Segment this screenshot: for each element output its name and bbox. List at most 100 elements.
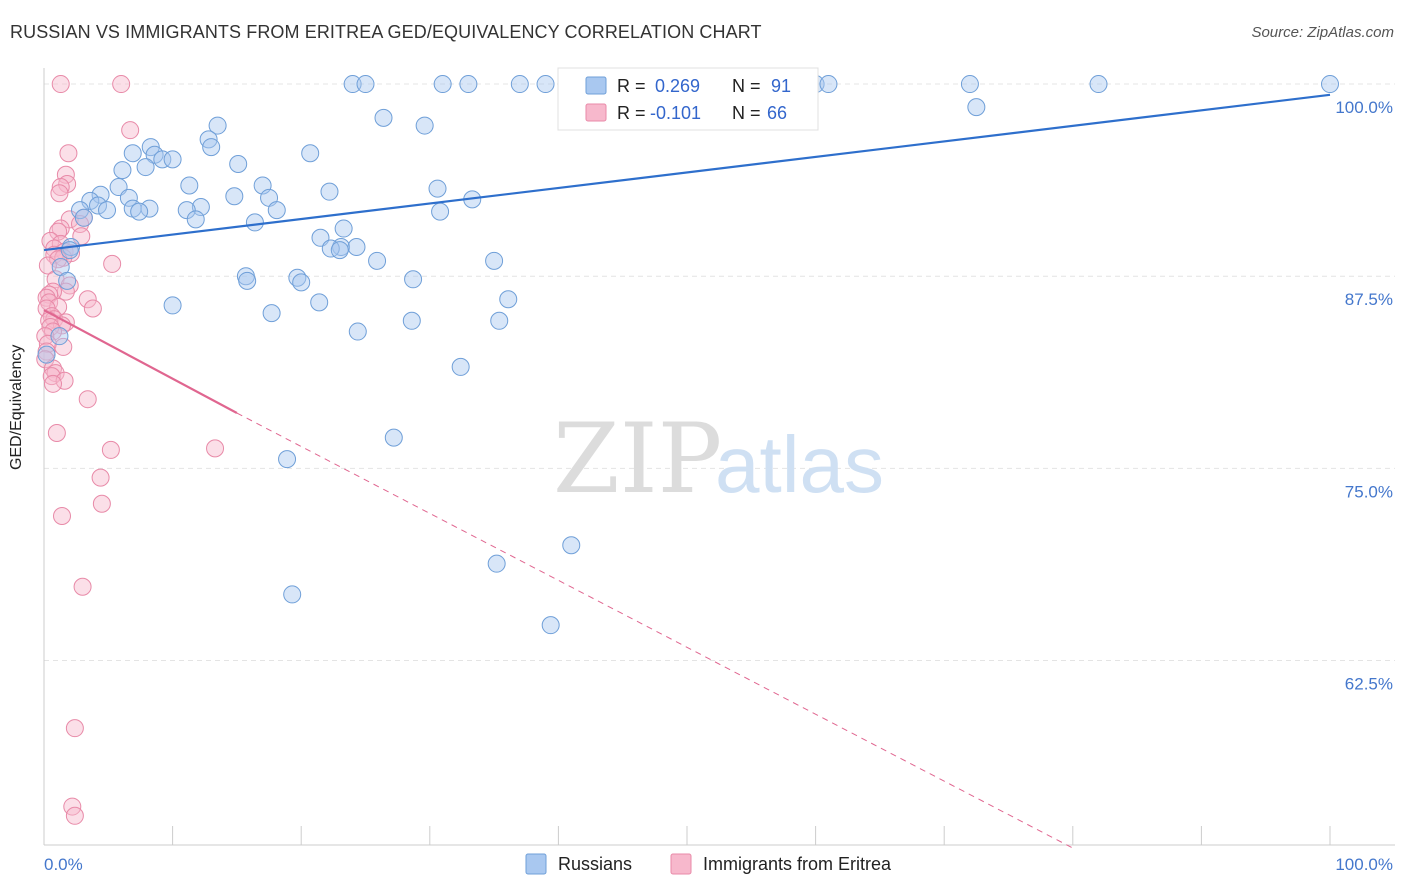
russians-trend-line <box>43 93 1331 252</box>
russians-point-26 <box>163 150 182 169</box>
eritrea-n-label: N = <box>732 103 761 123</box>
y-tick-label-0: 62.5% <box>1345 675 1393 694</box>
eritrea-point-3 <box>59 144 78 163</box>
russians-point-84 <box>487 554 506 573</box>
eritrea-point-11 <box>51 219 70 238</box>
russians-point-2 <box>433 75 452 94</box>
russians-point-3 <box>459 75 478 94</box>
russians-point-78 <box>50 327 69 346</box>
russians-r-value: 0.269 <box>655 76 700 96</box>
russians-point-68 <box>238 271 257 290</box>
eritrea-point-23 <box>38 256 57 275</box>
source-label: Source: ZipAtlas.com <box>1251 24 1394 41</box>
russians-point-69 <box>292 273 311 292</box>
eritrea-swatch <box>585 103 607 122</box>
eritrea-point-7 <box>50 184 69 203</box>
eritrea-point-57 <box>92 494 111 513</box>
russians-point-86 <box>541 616 560 635</box>
russians-point-18 <box>208 116 227 135</box>
russians-point-13 <box>1089 75 1108 94</box>
russians-point-31 <box>180 176 199 195</box>
russians-point-17 <box>415 116 434 135</box>
russians-point-76 <box>490 311 509 330</box>
russians-point-33 <box>428 179 447 198</box>
russians-point-73 <box>163 296 182 315</box>
eritrea-point-62 <box>65 806 84 825</box>
eritrea-point-56 <box>91 468 110 487</box>
russians-point-58 <box>321 239 340 258</box>
russians-point-79 <box>37 345 56 364</box>
russians-point-0 <box>343 75 362 94</box>
eritrea-point-60 <box>65 719 84 738</box>
eritrea-point-22 <box>103 254 122 273</box>
x-tick-label-1: 100.0% <box>1335 855 1393 874</box>
russians-point-49 <box>431 202 450 221</box>
eritrea-point-58 <box>53 507 72 526</box>
eritrea-point-55 <box>206 439 225 458</box>
russians-point-47 <box>177 201 196 220</box>
russians-point-41 <box>89 196 108 215</box>
y-tick-label-3: 100.0% <box>1335 98 1393 117</box>
russians-point-16 <box>374 108 393 127</box>
watermark: ZIP atlas <box>553 403 884 515</box>
eritrea-point-51 <box>44 374 63 393</box>
axes <box>43 68 1395 846</box>
russians-point-36 <box>119 188 138 207</box>
eritrea-trend-line <box>43 309 238 415</box>
russians-point-82 <box>278 450 297 469</box>
watermark-atlas: atlas <box>715 420 884 509</box>
eritrea-trend-extension <box>236 412 1074 849</box>
eritrea-point-34 <box>83 299 102 318</box>
eritrea-n-value: 66 <box>767 103 787 123</box>
russians-point-21 <box>202 138 221 157</box>
russians-point-75 <box>402 311 421 330</box>
russians-point-28 <box>136 158 155 177</box>
russians-point-60 <box>60 241 79 260</box>
russians-point-5 <box>536 75 555 94</box>
eritrea-point-2 <box>121 121 140 140</box>
russians-point-52 <box>186 210 205 229</box>
russians-point-11 <box>819 75 838 94</box>
russians-point-1 <box>356 75 375 94</box>
eritrea-point-54 <box>101 440 120 459</box>
russians-point-85 <box>283 585 302 604</box>
russians-point-70 <box>58 271 77 290</box>
tick-labels: 62.5% 75.0% 87.5% 100.0% 0.0% 100.0% <box>44 98 1393 874</box>
russians-point-22 <box>301 144 320 163</box>
eritrea-r-label: R = <box>617 103 646 123</box>
russians-point-67 <box>404 270 423 289</box>
russians-point-34 <box>320 182 339 201</box>
eritrea-point-50 <box>55 371 74 390</box>
russians-point-25 <box>153 150 172 169</box>
russians-point-37 <box>225 187 244 206</box>
russians-point-12 <box>960 75 979 94</box>
russians-point-71 <box>499 290 518 309</box>
russians-point-59 <box>347 238 366 257</box>
russians-point-63 <box>485 251 504 270</box>
russians-point-72 <box>310 293 329 312</box>
russians-point-80 <box>451 357 470 376</box>
russians-point-15 <box>967 98 986 117</box>
legend-russians-label: Russians <box>558 854 632 874</box>
russians-point-51 <box>74 208 93 227</box>
russians-point-77 <box>348 322 367 341</box>
eritrea-point-1 <box>112 75 131 94</box>
russians-n-value: 91 <box>771 76 791 96</box>
trend-lines <box>43 93 1331 849</box>
russians-point-29 <box>113 161 132 180</box>
russians-point-62 <box>368 251 387 270</box>
russians-r-label: R = <box>617 76 646 96</box>
eritrea-points <box>36 75 225 825</box>
eritrea-point-44 <box>54 337 73 356</box>
y-tick-label-1: 75.0% <box>1345 482 1393 501</box>
y-tick-label-2: 87.5% <box>1345 290 1393 309</box>
russians-point-74 <box>262 304 281 323</box>
x-tick-label-0: 0.0% <box>44 855 83 874</box>
russians-point-35 <box>91 185 110 204</box>
eritrea-point-53 <box>47 424 66 443</box>
russians-swatch <box>585 76 607 95</box>
russians-points <box>37 75 1339 635</box>
eritrea-point-9 <box>60 210 79 229</box>
russians-point-23 <box>123 144 142 163</box>
russians-point-48 <box>267 201 286 220</box>
